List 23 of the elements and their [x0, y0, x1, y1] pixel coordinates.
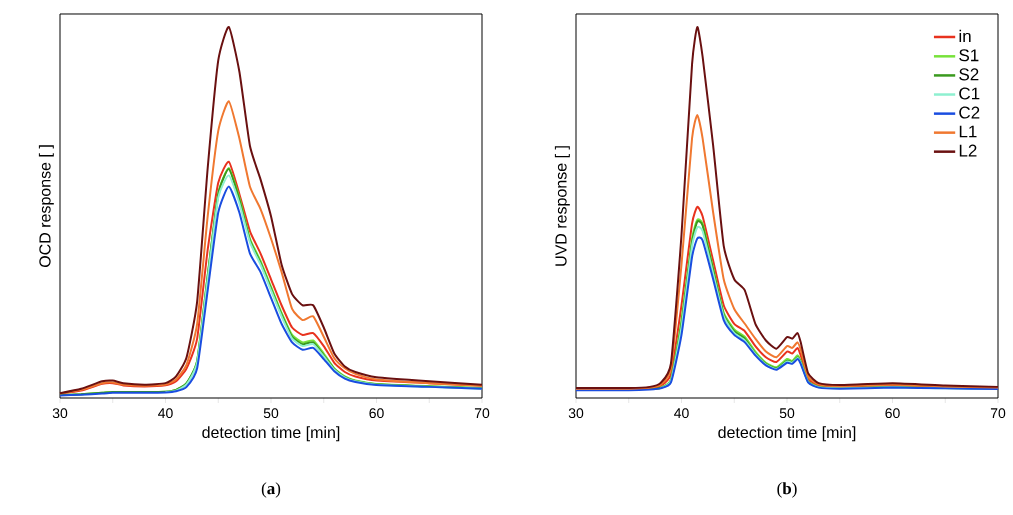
x-tick-label: 30 [52, 408, 68, 419]
x-tick-label: 70 [474, 408, 490, 419]
legend-label: L2 [959, 144, 977, 157]
x-axis-title: detection time [min] [718, 426, 856, 442]
y-axis-title: OCD response [ ] [38, 145, 54, 268]
legend-label: C2 [959, 106, 980, 119]
x-tick-label: 70 [990, 408, 1006, 419]
legend-label: L1 [959, 125, 977, 138]
text: (a) [261, 482, 281, 498]
x-tick-label: 40 [158, 408, 173, 419]
x-tick-label: 50 [263, 408, 279, 419]
legend-label: S1 [959, 49, 979, 62]
legend-label: in [959, 29, 971, 43]
legend-label: C1 [959, 87, 980, 100]
legend-label: S2 [959, 68, 979, 81]
x-tick-label: 60 [369, 408, 384, 419]
x-tick-label: 30 [568, 408, 584, 419]
x-tick-label: 50 [779, 408, 795, 419]
x-axis-title: detection time [min] [202, 426, 340, 442]
x-tick-label: 60 [885, 408, 900, 419]
text: (b) [777, 482, 797, 498]
x-tick-label: 40 [674, 408, 689, 419]
y-axis-title: UVD response [ ] [554, 146, 570, 266]
